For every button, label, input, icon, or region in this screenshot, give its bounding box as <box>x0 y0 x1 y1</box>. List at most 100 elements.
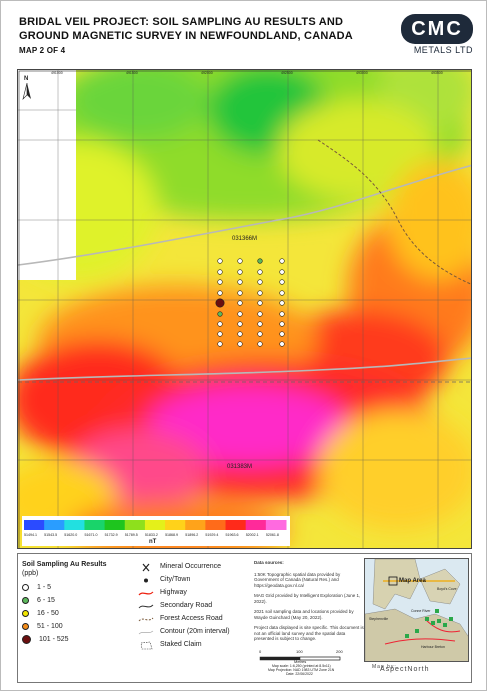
colorbar: 51494.1 51543.5 51620.0 51671.0 51732.9 51789… <box>22 516 290 546</box>
au-class-label: 6 - 15 <box>37 597 55 604</box>
soil-sample-point[interactable] <box>279 331 285 337</box>
colorbar-tick-label: 51543.5 <box>44 533 58 537</box>
au-class-label: 51 - 100 <box>37 623 63 630</box>
soil-sample-point[interactable] <box>257 341 263 347</box>
colorbar-swatch <box>265 520 287 530</box>
feature-legend-label: Contour (20m interval) <box>160 628 230 635</box>
soil-sample-point[interactable] <box>257 269 263 275</box>
colorbar-tick-label: 51833.2 <box>144 533 158 537</box>
feature-legend-row: Secondary Road <box>138 599 248 612</box>
soil-sample-point[interactable] <box>237 300 243 306</box>
soil-sample-point[interactable] <box>217 331 223 337</box>
feature-legend-label: Secondary Road <box>160 602 213 609</box>
colorbar-tick-label: 51494.1 <box>24 533 37 537</box>
au-legend-title: Soil Sampling Au Results <box>22 561 107 568</box>
grid-label: 492500 <box>281 71 293 75</box>
soil-sample-point[interactable] <box>257 279 263 285</box>
main-map[interactable]: 491000 491500 492000 492500 493000 49350… <box>17 69 472 549</box>
soil-sample-point[interactable] <box>217 258 223 264</box>
soil-sample-points <box>215 258 285 347</box>
feature-legend-row: Forest Access Road <box>138 612 248 625</box>
soil-sample-point[interactable] <box>279 290 285 296</box>
au-class-row: 16 - 50 <box>22 607 134 620</box>
feature-legend-label: Forest Access Road <box>160 615 223 622</box>
soil-sample-point[interactable] <box>237 311 243 317</box>
colorbar-swatch <box>84 520 106 530</box>
colorbar-tick-label: 52002.1 <box>245 533 259 537</box>
au-class-symbol <box>22 623 29 630</box>
soil-sample-point[interactable] <box>237 321 243 327</box>
scale-unit: Metres <box>294 659 307 664</box>
credit-prefix: Map by: <box>372 664 397 670</box>
soil-sample-point[interactable] <box>237 290 243 296</box>
data-sources: Data sources: 1:50K Topographic spatial … <box>254 560 366 647</box>
crossed-hammers-icon <box>138 563 154 571</box>
colorbar-tick-label: 52061.8 <box>265 533 279 537</box>
map-projection: Map Projection: NAD 1983 UTM Zone 21N <box>268 668 335 672</box>
soil-sample-point[interactable] <box>279 311 285 317</box>
soil-sample-point[interactable] <box>257 258 263 264</box>
company-logo: CMC METALS LTD <box>401 14 473 58</box>
soil-sample-point[interactable] <box>279 341 285 347</box>
scale-ratio: Map scale: 1:6,250 (printed at 8.5x11) <box>272 664 331 668</box>
claim-label: 031383M <box>227 464 253 470</box>
credit-company: AspectNorth <box>380 666 430 673</box>
grid-label: 491000 <box>51 71 63 75</box>
soil-sample-point[interactable] <box>217 290 223 296</box>
au-class-row: 1 - 5 <box>22 581 134 594</box>
grid-label: 491500 <box>126 71 138 75</box>
map-title: BRIDAL VEIL PROJECT: SOIL SAMPLING AU RE… <box>19 15 399 58</box>
soil-sample-point[interactable] <box>279 258 285 264</box>
inset-town-label: Conne River <box>411 609 431 613</box>
soil-sample-point[interactable] <box>237 341 243 347</box>
colorbar-tick-label: 51896.2 <box>185 533 199 537</box>
feature-legend-row: Contour (20m interval) <box>138 625 248 638</box>
title-line-1: BRIDAL VEIL PROJECT: SOIL SAMPLING AU RE… <box>19 16 344 28</box>
colorbar-ramp <box>24 520 287 530</box>
soil-sample-point[interactable] <box>279 300 285 306</box>
colorbar-swatch <box>24 520 45 530</box>
soil-sample-point[interactable] <box>237 269 243 275</box>
scale-bar: 0 100 200 Metres Map scale: 1:6,250 (pri… <box>254 649 359 680</box>
soil-sample-point[interactable] <box>217 269 223 275</box>
colorbar-ticks: 51494.1 51543.5 51620.0 51671.0 51732.9 51789… <box>24 533 292 539</box>
soil-sample-point[interactable] <box>257 311 263 317</box>
soil-sample-point[interactable] <box>217 341 223 347</box>
grid-labels-top: 491000 491500 492000 492500 493000 49350… <box>18 70 471 78</box>
feature-legend-label: Staked Claim <box>160 641 202 648</box>
colorbar-tick-label: 51929.4 <box>205 533 219 537</box>
soil-sample-point[interactable] <box>217 279 223 285</box>
au-class-row: 6 - 15 <box>22 594 134 607</box>
colorbar-tick-label: 51963.6 <box>225 533 239 537</box>
soil-sample-point[interactable] <box>279 269 285 275</box>
legend-panel: Soil Sampling Au Results (ppb) 1 - 5 6 - … <box>17 553 472 683</box>
soil-sample-point[interactable] <box>257 300 263 306</box>
note-item: 1:50K Topographic spatial data provided … <box>254 571 341 588</box>
colorbar-swatch <box>205 520 227 530</box>
colorbar-tick-label: 51620.0 <box>64 533 78 537</box>
inset-town-label: Stephenville <box>369 617 389 621</box>
colorbar-swatch <box>165 520 186 530</box>
soil-sample-point[interactable] <box>237 331 243 337</box>
soil-sample-point[interactable] <box>217 311 223 317</box>
soil-sample-point[interactable] <box>257 331 263 337</box>
soil-sample-point[interactable] <box>237 258 243 264</box>
soil-sample-point[interactable] <box>257 290 263 296</box>
grid-label: 493000 <box>356 71 368 75</box>
location-inset-map[interactable]: Map Area Conne River Harbour Breton Boyd… <box>364 558 469 662</box>
colorbar-swatch <box>144 520 166 530</box>
soil-sample-point[interactable] <box>279 321 285 327</box>
scale-tick: 200 <box>336 649 343 654</box>
map-sheet-label: MAP 2 OF 4 <box>19 46 66 55</box>
soil-sample-point[interactable] <box>257 321 263 327</box>
scale-tick: 100 <box>296 649 303 654</box>
soil-sample-point[interactable] <box>217 321 223 327</box>
soil-sample-point[interactable] <box>237 279 243 285</box>
soil-sample-point[interactable] <box>215 298 225 308</box>
contour-line-icon <box>138 628 154 636</box>
soil-sample-point[interactable] <box>279 279 285 285</box>
au-class-symbol <box>22 610 29 617</box>
feature-legend-row: Highway <box>138 586 248 599</box>
feature-legend-row: Mineral Occurrence <box>138 560 248 573</box>
colorbar-swatch <box>225 520 247 530</box>
